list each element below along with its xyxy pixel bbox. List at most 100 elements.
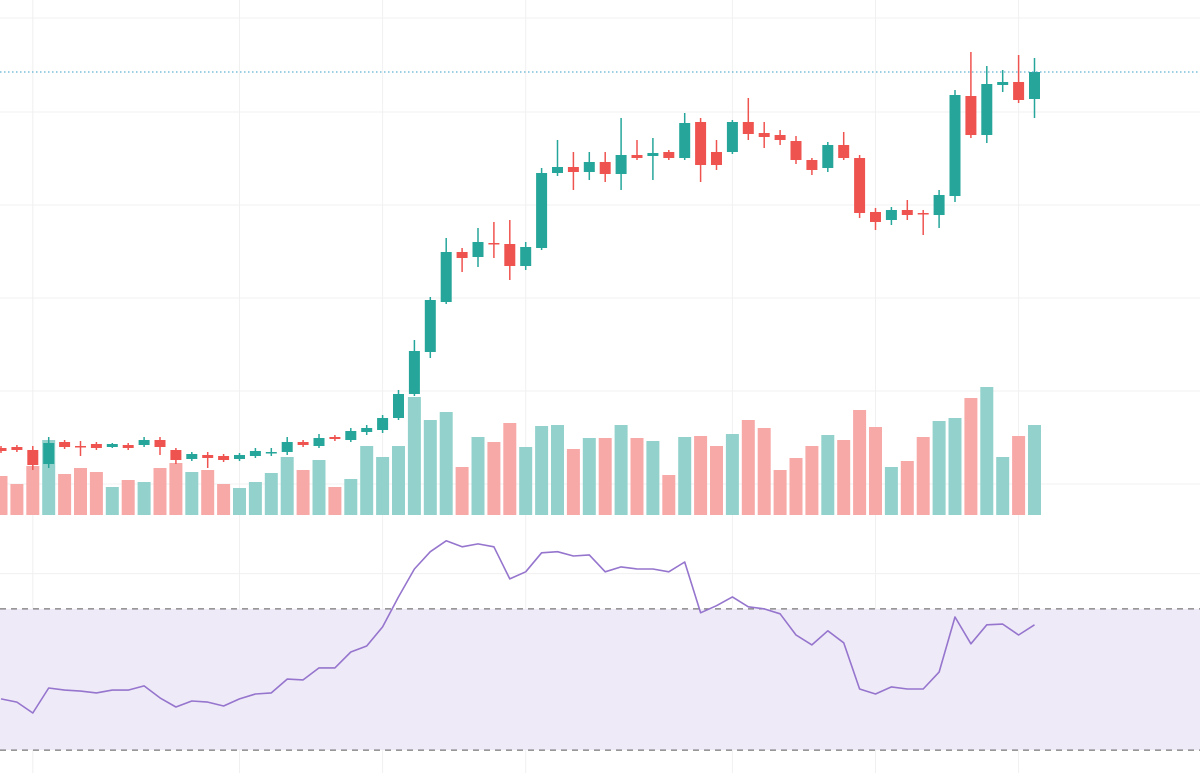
volume-bar	[153, 468, 167, 515]
candles	[0, 52, 1040, 470]
candle-body	[59, 442, 71, 447]
rsi-band	[0, 608, 1200, 751]
candle-body	[424, 300, 436, 352]
candle-body	[742, 122, 754, 134]
candle-body	[297, 442, 309, 445]
candle-body	[695, 122, 707, 165]
volume-bar	[248, 482, 262, 515]
candle-body	[249, 451, 261, 456]
candle-body	[154, 440, 166, 447]
volume-bar	[916, 437, 930, 515]
candle-body	[933, 195, 945, 215]
candle-body	[345, 431, 357, 440]
candle-body	[488, 243, 500, 245]
candle-body	[122, 445, 134, 448]
candle-body	[43, 443, 55, 464]
volume-bar	[89, 472, 103, 515]
volume-bar	[0, 476, 8, 515]
candle-body	[711, 152, 722, 165]
volume-bar	[741, 420, 755, 515]
candle-body	[313, 438, 325, 446]
volume-bar	[26, 466, 40, 515]
candle-body	[170, 450, 182, 460]
candle-body	[1029, 72, 1040, 99]
volume-bar	[853, 410, 867, 515]
volume-bar	[757, 428, 771, 515]
candle-body	[377, 418, 389, 430]
volume-bar	[948, 418, 962, 515]
candle-body	[456, 252, 468, 258]
volume-bar	[407, 397, 421, 515]
candle-body	[870, 212, 881, 222]
volume-bar	[551, 425, 564, 515]
volume-bar	[837, 440, 851, 515]
candle-body	[1013, 82, 1025, 100]
candle-body	[393, 394, 404, 418]
volume-bar	[598, 438, 612, 515]
candle-body	[806, 160, 818, 170]
volume-bar	[662, 475, 676, 515]
candle-body	[790, 141, 802, 160]
candle-body	[90, 444, 102, 448]
candle-body	[218, 456, 230, 460]
volume-bar	[1028, 425, 1041, 515]
volume-bar	[74, 468, 87, 515]
candle-body	[186, 454, 198, 459]
volume-bar	[439, 412, 453, 515]
volume-bar	[694, 436, 708, 515]
volume-bar	[646, 441, 660, 515]
candle-body	[997, 82, 1009, 85]
candle-body	[774, 135, 786, 140]
candle-body	[472, 242, 484, 257]
volume-bar	[678, 437, 692, 515]
volume-bar	[312, 460, 326, 515]
candle-body	[202, 455, 214, 458]
volume-bar	[471, 437, 485, 515]
candle-body	[408, 351, 420, 394]
volume-bar	[582, 438, 596, 515]
volume-bar	[773, 470, 787, 515]
volume-bar	[710, 446, 723, 515]
volume-bar	[233, 488, 246, 515]
volume-bar	[10, 484, 24, 515]
volume-bar	[630, 438, 644, 515]
candle-body	[838, 145, 850, 158]
volume-bar	[105, 487, 119, 515]
candle-body	[615, 155, 627, 174]
volume-bar	[169, 463, 183, 515]
volume-bars	[0, 387, 1041, 515]
candle-body	[854, 158, 866, 213]
candle-body	[281, 442, 293, 452]
volume-bar	[964, 398, 978, 515]
volume-bar	[932, 421, 946, 515]
candle-body	[361, 428, 373, 432]
candle-body	[758, 133, 770, 137]
candle-body	[11, 447, 23, 450]
volume-bar	[996, 457, 1010, 515]
candle-body	[329, 437, 341, 439]
candle-body	[504, 244, 516, 266]
volume-bar	[455, 467, 469, 515]
volume-bar	[503, 423, 517, 515]
volume-bar	[392, 446, 405, 515]
candle-body	[440, 252, 452, 302]
candle-body	[726, 122, 738, 152]
candle-body	[885, 210, 897, 220]
volume-bar	[280, 457, 294, 515]
candle-body	[265, 452, 277, 454]
volume-bar	[980, 387, 994, 515]
candle-body	[822, 145, 834, 168]
volume-bar	[137, 482, 151, 515]
volume-bar	[805, 446, 819, 515]
volume-bar	[296, 470, 310, 515]
candle-body	[901, 210, 913, 215]
volume-bar	[869, 427, 882, 515]
volume-bar	[217, 484, 231, 515]
volume-bar	[185, 472, 199, 515]
candle-body	[567, 167, 579, 172]
candle-body	[981, 84, 993, 135]
candle-body	[583, 162, 595, 172]
volume-bar	[58, 474, 72, 515]
volume-bar	[789, 458, 803, 515]
